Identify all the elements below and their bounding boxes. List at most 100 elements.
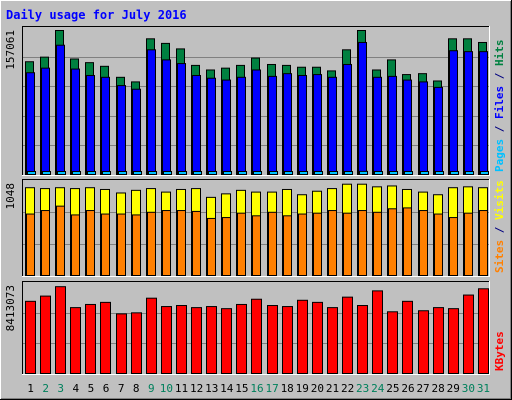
x-tick-label: 2 (42, 382, 49, 395)
bar-kbytes (100, 301, 111, 374)
panel-top-legend-part: / (493, 66, 506, 86)
bar-pages (480, 171, 489, 175)
bar-pages (465, 171, 474, 175)
x-tick-label: 23 (356, 382, 369, 395)
x-tick-label: 22 (341, 382, 354, 395)
bar-kbytes (312, 301, 323, 374)
x-tick-label: 18 (281, 382, 294, 395)
bar-sites (41, 210, 50, 276)
bar-pages (57, 171, 66, 175)
x-tick-label: 20 (311, 382, 324, 395)
bar-pages (435, 171, 444, 175)
bar-sites (388, 208, 397, 276)
bar-kbytes (25, 300, 36, 374)
bar-pages (178, 171, 187, 175)
bar-kbytes (85, 303, 96, 374)
panel-top-ymax-label: 157061 (4, 30, 17, 70)
bar-pages (389, 171, 398, 175)
panel-middle-legend-part: Sites (493, 240, 506, 273)
panel-bottom-legend-part: KBytes (493, 331, 506, 371)
bar-sites (177, 210, 186, 276)
bar-pages (314, 171, 323, 175)
bar-kbytes (402, 300, 413, 374)
bar-sites (101, 213, 110, 277)
panel-top: 157061 Pages / Files / Hits (4, 26, 506, 176)
x-tick-label: 15 (235, 382, 248, 395)
bar-sites (479, 210, 488, 276)
chart-title: Daily usage for July 2016 (6, 8, 187, 22)
bar-files (328, 76, 337, 175)
bar-files (313, 74, 322, 175)
bar-sites (71, 214, 80, 276)
panel-top-legend-part: / (493, 119, 506, 139)
bar-kbytes (251, 298, 262, 374)
bar-files (449, 50, 458, 175)
bar-sites (419, 210, 428, 276)
bar-kbytes (387, 311, 398, 375)
x-tick-label: 28 (432, 382, 445, 395)
bar-pages (359, 170, 368, 175)
bar-pages (253, 171, 262, 175)
panel-bottom: 8413073 KBytes (4, 281, 506, 375)
bar-sites (147, 211, 156, 277)
bar-kbytes (206, 306, 217, 375)
x-tick-label: 26 (401, 382, 414, 395)
bar-pages (42, 171, 51, 175)
bar-sites (343, 212, 352, 276)
bar-pages (193, 171, 202, 175)
bar-kbytes (342, 296, 353, 374)
x-tick-label: 27 (416, 382, 429, 395)
bar-sites (132, 214, 141, 276)
bar-sites (328, 210, 337, 276)
bar-files (132, 88, 141, 175)
bar-kbytes (236, 303, 247, 374)
bar-kbytes (282, 306, 293, 375)
bar-kbytes (418, 310, 429, 375)
bar-files (283, 73, 292, 175)
bar-pages (284, 171, 293, 175)
bar-files (464, 51, 473, 176)
bar-sites (56, 205, 65, 276)
panel-top-legend-part: Pages (493, 139, 506, 172)
panel-bottom-ymax-label: 8413073 (4, 285, 17, 331)
bar-kbytes (327, 307, 338, 375)
bar-sites (222, 217, 231, 276)
bar-sites (358, 210, 367, 276)
bar-sites (117, 213, 126, 277)
panel-middle-ymax-label: 1048 (4, 183, 17, 210)
bar-files (101, 76, 110, 175)
bar-kbytes (221, 308, 232, 375)
bar-files (207, 77, 216, 175)
bar-sites (268, 211, 277, 277)
bar-kbytes (357, 305, 368, 375)
bar-pages (329, 171, 338, 175)
panel-top-legend-part: Hits (493, 40, 506, 67)
panel-top-legend: Pages / Files / Hits (493, 40, 506, 173)
x-tick-label: 13 (205, 382, 218, 395)
x-tick-label: 25 (386, 382, 399, 395)
bar-sites (283, 215, 292, 276)
bar-files (252, 69, 261, 175)
bar-files (373, 76, 382, 175)
bar-pages (87, 171, 96, 175)
bar-kbytes (267, 305, 278, 375)
bar-files (358, 41, 367, 175)
bar-pages (102, 171, 111, 175)
x-tick-label: 17 (265, 382, 278, 395)
bar-pages (344, 171, 353, 175)
bar-sites (86, 210, 95, 276)
bar-sites (207, 217, 216, 277)
bar-files (26, 72, 35, 175)
x-tick-label: 10 (160, 382, 173, 395)
panel-middle-legend: Sites / Visits (493, 180, 506, 273)
bar-sites (403, 207, 412, 277)
x-tick-label: 3 (57, 382, 64, 395)
x-tick-label: 14 (220, 382, 234, 395)
bar-kbytes (191, 307, 202, 375)
bar-files (192, 74, 201, 175)
bar-files (162, 59, 171, 176)
bar-pages (27, 171, 36, 175)
x-tick-label: 12 (190, 382, 203, 395)
bar-kbytes (176, 305, 187, 375)
